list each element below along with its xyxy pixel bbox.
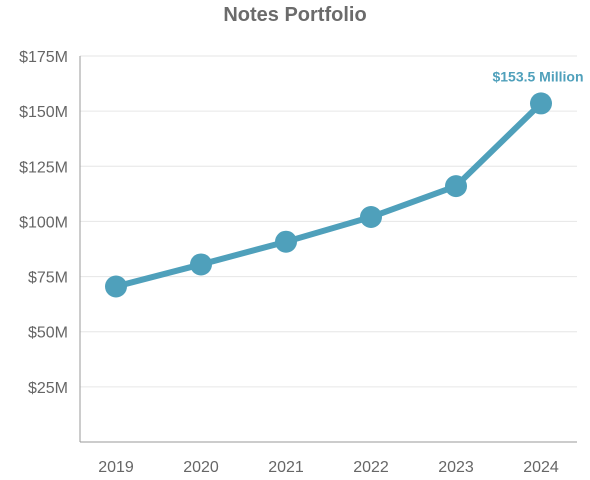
x-tick-label: 2022 [353,459,389,476]
y-tick-label: $125M [19,159,68,176]
data-point [360,206,382,229]
x-tick-label: 2023 [438,459,474,476]
x-tick-label: 2019 [98,459,134,476]
y-tick-label: $25M [28,380,68,397]
x-tick-label: 2024 [523,459,559,476]
y-tick-label: $150M [19,104,68,121]
data-point [190,253,212,276]
data-point [530,92,552,115]
series-line [113,100,544,290]
data-point [275,230,297,253]
chart-title: Notes Portfolio [223,4,367,26]
y-tick-label: $175M [19,49,68,66]
data-point [105,275,127,298]
y-tick-label: $100M [19,214,68,231]
x-tick-label: 2020 [183,459,219,476]
x-tick-label: 2021 [268,459,304,476]
y-tick-label: $75M [28,270,68,287]
y-tick-label: $50M [28,325,68,342]
data-label: $153.5 Million [492,68,583,84]
data-point [445,175,467,198]
